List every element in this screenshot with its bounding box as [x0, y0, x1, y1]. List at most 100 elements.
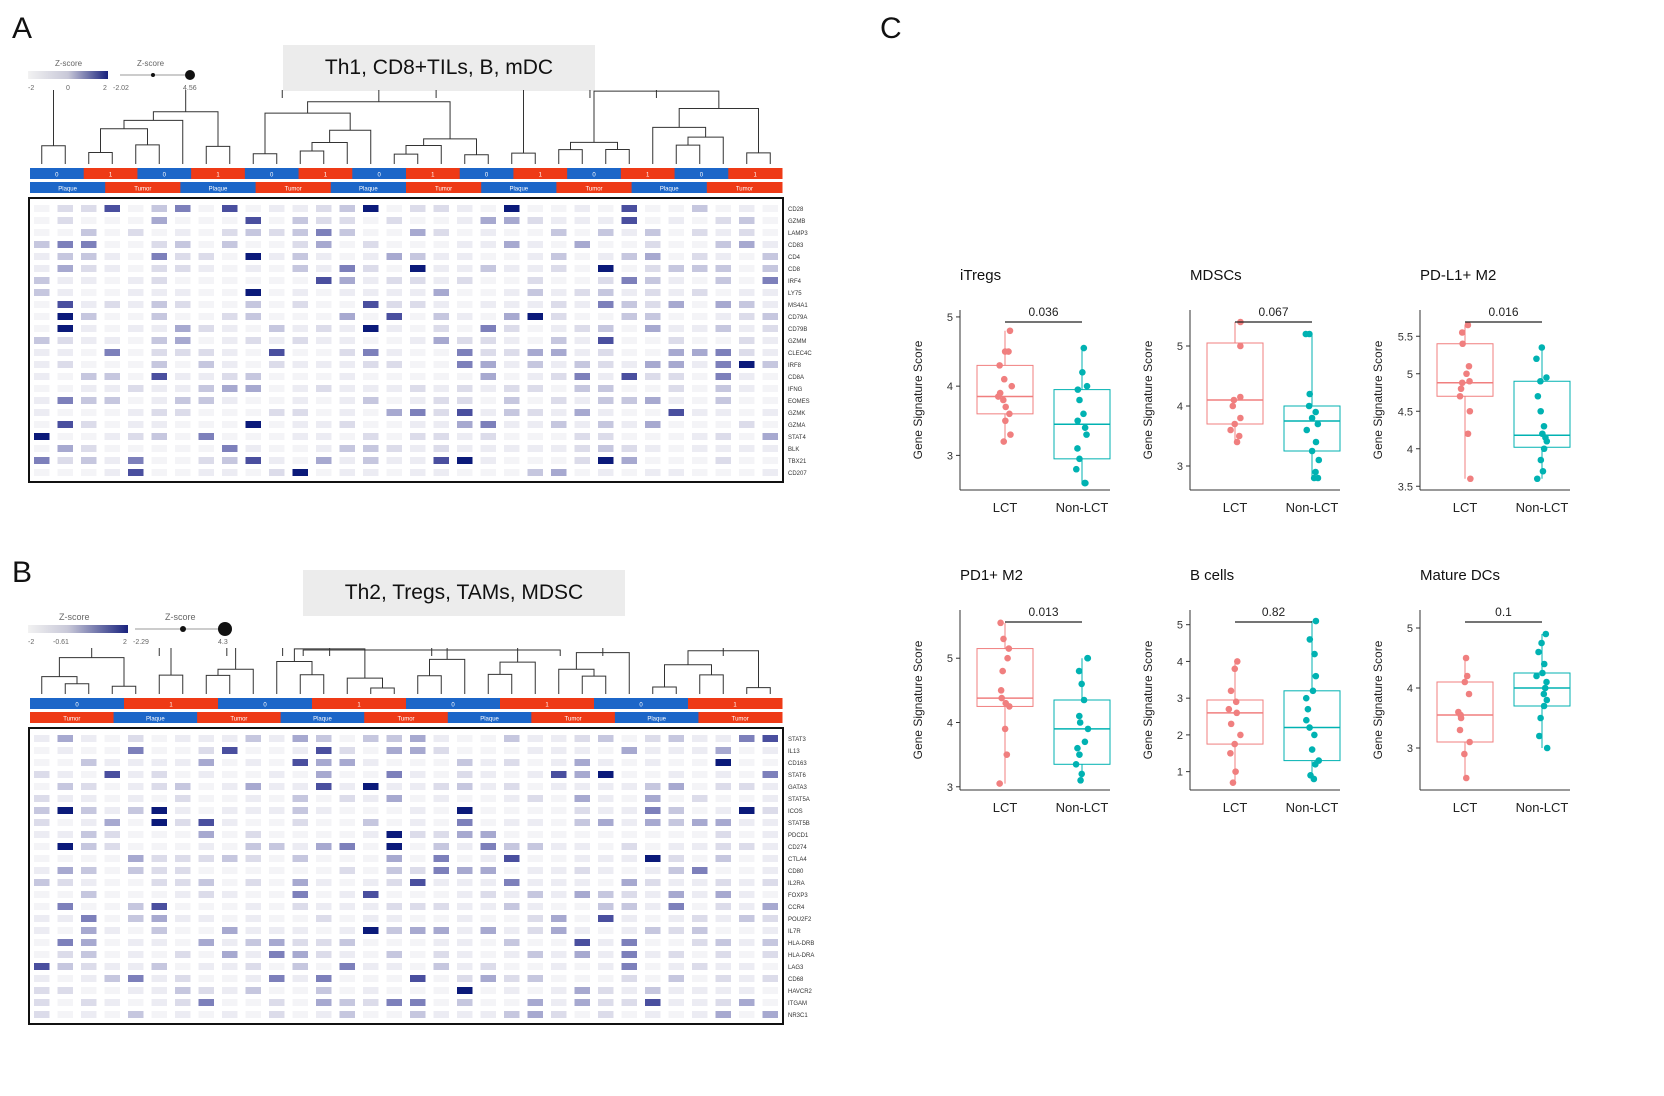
heatmap-cell — [551, 747, 567, 754]
heatmap-cell — [504, 445, 520, 452]
heatmap-cell — [292, 915, 308, 922]
heatmap-cell — [151, 217, 167, 224]
heatmap-cell — [598, 939, 614, 946]
heatmap-cell — [198, 217, 214, 224]
heatmap-cell — [551, 265, 567, 272]
heatmap-cell — [386, 831, 402, 838]
heatmap-cell — [34, 795, 50, 802]
heatmap-cell — [645, 747, 661, 754]
heatmap-cell — [245, 987, 261, 994]
heatmap-cell — [433, 469, 449, 476]
heatmap-cell — [363, 951, 379, 958]
heatmap-cell — [762, 337, 778, 344]
heatmap-cell — [175, 469, 191, 476]
heatmap-cell — [762, 867, 778, 874]
heatmap-cell — [504, 927, 520, 934]
heatmap-cell — [739, 373, 755, 380]
data-point — [1002, 417, 1009, 425]
x-tick-label: LCT — [1453, 500, 1478, 515]
heatmap-cell — [128, 915, 144, 922]
heatmap-cell — [598, 903, 614, 910]
heatmap-cell — [410, 927, 426, 934]
heatmap-cell — [410, 397, 426, 404]
data-point — [1229, 402, 1237, 410]
heatmap-cell — [762, 831, 778, 838]
heatmap-cell — [339, 325, 355, 332]
heatmap-cell — [527, 951, 543, 958]
heatmap-cell — [57, 217, 73, 224]
heatmap-cell — [504, 301, 520, 308]
heatmap-cell — [668, 939, 684, 946]
heatmap-cell — [715, 939, 731, 946]
y-tick-label: 3 — [1177, 461, 1183, 473]
heatmap-cell — [551, 229, 567, 236]
heatmap-cell — [457, 265, 473, 272]
heatmap-cell — [104, 843, 120, 850]
heatmap-cell — [410, 963, 426, 970]
heatmap-cell — [222, 409, 238, 416]
gene-label: GZMA — [788, 423, 805, 429]
heatmap-cell — [57, 951, 73, 958]
heatmap-cell — [363, 783, 379, 790]
heatmap-cell — [574, 397, 590, 404]
heatmap-cell — [574, 277, 590, 284]
heatmap-cell — [151, 807, 167, 814]
group-bar-segment — [113, 712, 198, 723]
heatmap-cell — [316, 915, 332, 922]
heatmap-cell — [339, 855, 355, 862]
heatmap-cell — [645, 337, 661, 344]
heatmap-cell — [363, 819, 379, 826]
heatmap-cell — [410, 771, 426, 778]
heatmap-cell — [104, 891, 120, 898]
heatmap-cell — [339, 205, 355, 212]
heatmap-cell — [175, 325, 191, 332]
heatmap-cell — [292, 277, 308, 284]
heatmap-cell — [386, 843, 402, 850]
heatmap-cell — [269, 445, 285, 452]
heatmap-cell — [504, 831, 520, 838]
heatmap-cell — [151, 373, 167, 380]
heatmap-cell — [410, 289, 426, 296]
gene-label: CD163 — [788, 761, 807, 767]
heatmap-cell — [175, 385, 191, 392]
heatmap-cell — [222, 939, 238, 946]
heatmap-cell — [598, 325, 614, 332]
heatmap-cell — [104, 445, 120, 452]
heatmap-cell — [762, 301, 778, 308]
heatmap-cell — [433, 891, 449, 898]
heatmap-cell — [480, 867, 496, 874]
heatmap-cell — [128, 831, 144, 838]
heatmap-cell — [739, 385, 755, 392]
heatmap-cell — [504, 289, 520, 296]
heatmap-cell — [621, 951, 637, 958]
heatmap-cell — [457, 939, 473, 946]
heatmap-cell — [104, 915, 120, 922]
dendrogram-branch — [652, 126, 707, 164]
heatmap-cell — [457, 771, 473, 778]
heatmap-cell — [715, 963, 731, 970]
heatmap-cell — [692, 325, 708, 332]
y-tick-label: 5 — [1177, 341, 1183, 353]
heatmap-cell — [433, 747, 449, 754]
heatmap-cell — [339, 975, 355, 982]
data-point — [1227, 720, 1235, 728]
heatmap-cell — [715, 361, 731, 368]
heatmap-cell — [57, 469, 73, 476]
heatmap-cell — [198, 759, 214, 766]
dendrogram-branch — [53, 90, 437, 146]
heatmap-cell — [715, 1011, 731, 1018]
cluster-bar-label: 1 — [109, 173, 113, 179]
heatmap-cell — [269, 433, 285, 440]
heatmap-cell — [762, 229, 778, 236]
heatmap-cell — [410, 241, 426, 248]
heatmap-cell — [222, 445, 238, 452]
heatmap-cell — [81, 891, 97, 898]
pvalue-label: 0.013 — [1028, 605, 1058, 619]
heatmap-cell — [81, 1011, 97, 1018]
data-point — [1309, 687, 1317, 695]
data-point — [1230, 396, 1238, 404]
heatmap-cell — [175, 457, 191, 464]
heatmap-cell — [81, 771, 97, 778]
data-point — [1458, 329, 1466, 336]
heatmap-cell — [175, 349, 191, 356]
